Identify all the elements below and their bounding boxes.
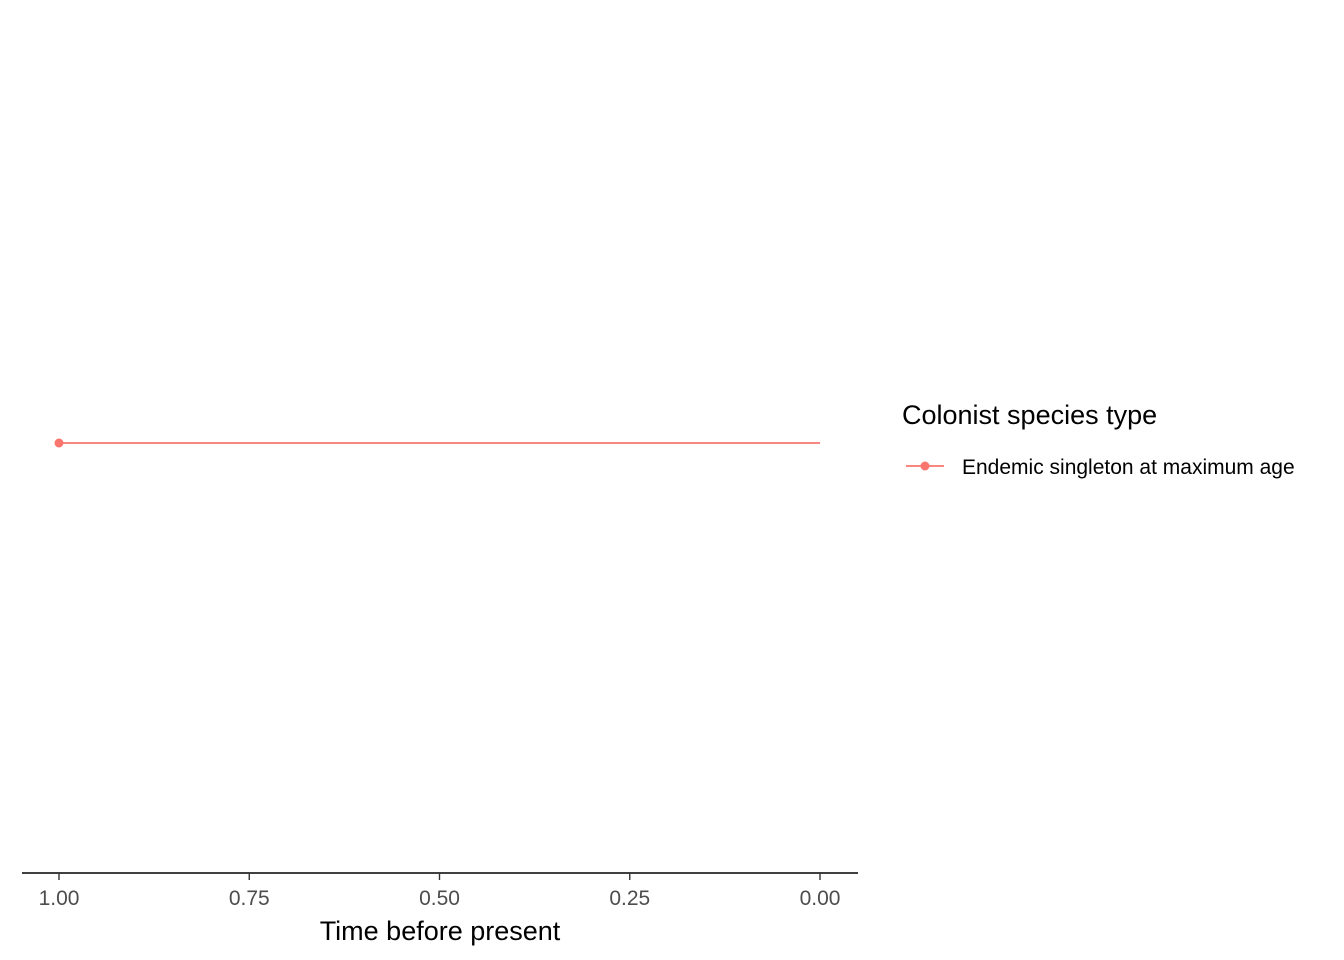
series-point-0-0: [54, 438, 64, 448]
legend-label: Endemic singleton at maximum age: [962, 456, 1295, 479]
x-tick-label: 1.00: [39, 887, 80, 910]
x-tick-label: 0.25: [609, 887, 650, 910]
legend-key-point: [920, 461, 930, 471]
legend-title: Colonist species type: [902, 400, 1157, 430]
x-tick-label: 0.50: [419, 887, 460, 910]
x-ticks: 1.00 0.75 0.50 0.25 0.00: [39, 873, 841, 910]
series-layer: [54, 438, 820, 448]
x-tick-label: 0.75: [229, 887, 270, 910]
x-tick-label: 0.00: [800, 887, 841, 910]
legend-items: Endemic singleton at maximum age: [906, 456, 1295, 479]
legend: Colonist species type Endemic singleton …: [902, 400, 1295, 479]
x-axis-title: Time before present: [320, 916, 561, 946]
